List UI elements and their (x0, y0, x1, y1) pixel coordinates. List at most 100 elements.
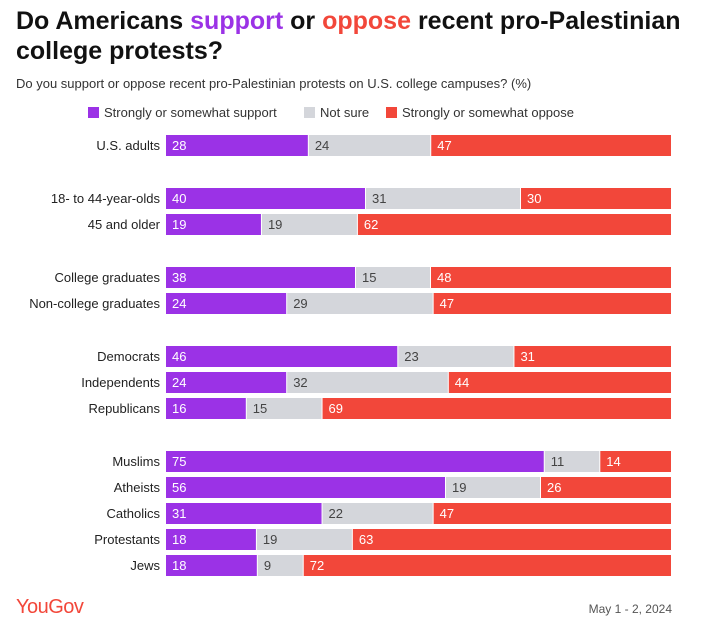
category-label-protestants: Protestants (94, 532, 160, 547)
value-label-support-protestants: 18 (172, 532, 186, 547)
chart-title: Do Americans support or oppose recent pr… (16, 6, 716, 66)
bar-support-college-graduates (166, 267, 355, 288)
value-label-support-u-s-adults: 28 (172, 138, 186, 153)
value-label-oppose-jews: 72 (310, 558, 324, 573)
value-label-support-college-graduates: 38 (172, 270, 186, 285)
category-label-college-graduates: College graduates (54, 270, 160, 285)
bar-not-sure-non-college-graduates (287, 293, 433, 314)
value-label-support-45-and-older: 19 (172, 217, 186, 232)
bar-not-sure-jews (257, 555, 303, 576)
value-label-support-jews: 18 (172, 558, 186, 573)
category-label-jews: Jews (130, 558, 160, 573)
bar-oppose-catholics (433, 503, 671, 524)
legend-label-oppose: Strongly or somewhat oppose (402, 105, 574, 120)
title-prefix: Do Americans (16, 7, 191, 35)
title-support-word: support (190, 7, 284, 35)
bar-oppose-republicans (322, 398, 671, 419)
bar-support-45-and-older (166, 214, 261, 235)
bar-not-sure-45-and-older (261, 214, 357, 235)
value-label-oppose-republicans: 69 (329, 401, 343, 416)
bar-not-sure-muslims (544, 451, 600, 472)
value-label-not-sure-catholics: 22 (329, 506, 343, 521)
bar-oppose-democrats (514, 346, 671, 367)
bar-not-sure-18-to-44-year-olds (366, 188, 520, 209)
title-suffix: recent pro-Palestinian college protests? (16, 7, 681, 65)
category-label-republicans: Republicans (88, 401, 160, 416)
value-label-not-sure-independents: 32 (293, 375, 307, 390)
value-label-not-sure-non-college-graduates: 29 (293, 296, 307, 311)
category-label-catholics: Catholics (107, 506, 161, 521)
value-label-support-independents: 24 (172, 375, 186, 390)
bar-oppose-u-s-adults (431, 135, 671, 156)
category-label-non-college-graduates: Non-college graduates (29, 296, 160, 311)
value-label-support-democrats: 46 (172, 349, 186, 364)
value-label-not-sure-college-graduates: 15 (362, 270, 376, 285)
category-label-muslims: Muslims (112, 454, 160, 469)
bar-oppose-protestants (352, 529, 671, 550)
legend-swatch-support (88, 107, 99, 118)
title-oppose-word: oppose (322, 7, 411, 35)
category-label-independents: Independents (81, 375, 160, 390)
value-label-not-sure-atheists: 19 (452, 480, 466, 495)
bar-support-catholics (166, 503, 322, 524)
value-label-support-atheists: 56 (172, 480, 186, 495)
value-label-support-catholics: 31 (172, 506, 186, 521)
category-label-atheists: Atheists (114, 480, 161, 495)
value-label-oppose-45-and-older: 62 (364, 217, 378, 232)
bar-oppose-independents (448, 372, 671, 393)
legend-swatch-oppose (386, 107, 397, 118)
value-label-oppose-college-graduates: 48 (437, 270, 451, 285)
bar-support-jews (166, 555, 257, 576)
title-mid: or (283, 7, 323, 35)
bar-support-republicans (166, 398, 246, 419)
bar-not-sure-college-graduates (356, 267, 430, 288)
legend-label-support: Strongly or somewhat support (104, 105, 277, 120)
yougov-logo: YouGov (16, 596, 84, 618)
category-label-u-s-adults: U.S. adults (96, 138, 160, 153)
bar-oppose-muslims (600, 451, 671, 472)
bar-not-sure-republicans (246, 398, 322, 419)
legend-item-oppose: Strongly or somewhat oppose (386, 105, 574, 120)
bar-support-democrats (166, 346, 398, 367)
value-label-oppose-18-to-44-year-olds: 30 (527, 191, 541, 206)
value-label-not-sure-muslims: 11 (551, 454, 565, 469)
value-label-oppose-protestants: 63 (359, 532, 373, 547)
bar-oppose-18-to-44-year-olds (521, 188, 671, 209)
value-label-oppose-catholics: 47 (440, 506, 454, 521)
bar-support-muslims (166, 451, 544, 472)
legend-swatch-not-sure (304, 107, 315, 118)
value-label-support-non-college-graduates: 24 (172, 296, 186, 311)
value-label-not-sure-protestants: 19 (263, 532, 277, 547)
value-label-oppose-atheists: 26 (547, 480, 561, 495)
bar-not-sure-atheists (446, 477, 540, 498)
category-label-45-and-older: 45 and older (88, 217, 161, 232)
bar-not-sure-independents (287, 372, 448, 393)
value-label-not-sure-u-s-adults: 24 (315, 138, 329, 153)
bar-support-independents (166, 372, 287, 393)
legend-label-not-sure: Not sure (320, 105, 370, 120)
chart-subtitle: Do you support or oppose recent pro-Pale… (16, 76, 532, 91)
category-label-18-to-44-year-olds: 18- to 44-year-olds (51, 191, 161, 206)
bar-oppose-atheists (541, 477, 671, 498)
value-label-oppose-independents: 44 (455, 375, 469, 390)
legend-item-not-sure: Not sure (304, 105, 369, 120)
value-label-not-sure-18-to-44-year-olds: 31 (372, 191, 386, 206)
bar-oppose-jews (303, 555, 671, 576)
value-label-support-muslims: 75 (172, 454, 186, 469)
value-label-oppose-non-college-graduates: 47 (440, 296, 454, 311)
value-label-not-sure-jews: 9 (264, 558, 271, 573)
bar-not-sure-u-s-adults (308, 135, 431, 156)
value-label-support-18-to-44-year-olds: 40 (172, 191, 186, 206)
value-label-support-republicans: 16 (172, 401, 186, 416)
category-label-democrats: Democrats (97, 349, 160, 364)
bar-oppose-non-college-graduates (433, 293, 671, 314)
value-label-not-sure-republicans: 15 (253, 401, 267, 416)
bar-oppose-college-graduates (431, 267, 671, 288)
value-label-not-sure-45-and-older: 19 (268, 217, 282, 232)
bar-not-sure-catholics (322, 503, 433, 524)
bar-support-protestants (166, 529, 256, 550)
bar-support-non-college-graduates (166, 293, 287, 314)
bar-support-u-s-adults (166, 135, 308, 156)
value-label-oppose-u-s-adults: 47 (437, 138, 451, 153)
value-label-oppose-muslims: 14 (606, 454, 620, 469)
